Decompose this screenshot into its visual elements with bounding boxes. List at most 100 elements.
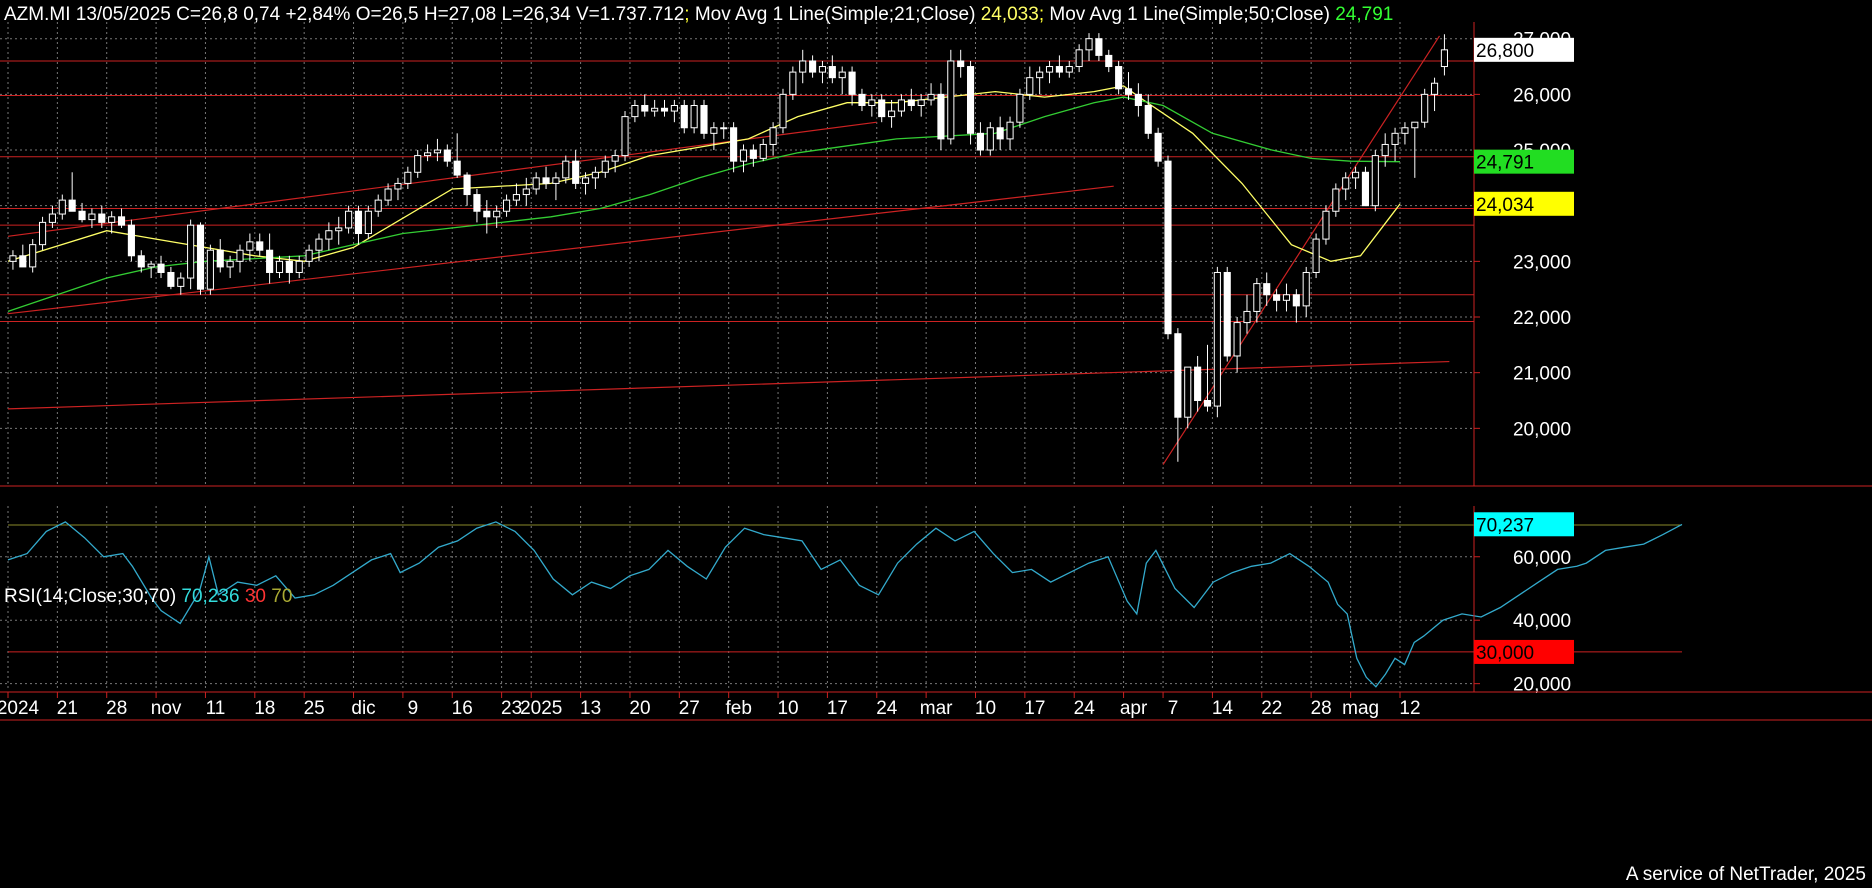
price-tick-label: 22,000 — [1513, 308, 1571, 329]
rsi-tick-label: 40,000 — [1513, 611, 1571, 632]
candle-up — [1342, 177, 1350, 190]
candle-up — [1065, 66, 1073, 73]
candle-up — [917, 99, 925, 106]
candle-up — [1332, 188, 1340, 212]
candle-up — [493, 210, 501, 218]
candle-up — [1381, 143, 1389, 157]
candle-up — [1016, 93, 1024, 123]
x-tick-label: 17 — [1024, 698, 1045, 719]
candle-up — [789, 71, 797, 95]
candle-up — [1322, 210, 1330, 240]
candle-up — [512, 194, 520, 201]
price-tick-label: 21,000 — [1513, 364, 1571, 385]
x-tick-label: feb — [725, 698, 751, 719]
candle-up — [305, 249, 313, 262]
price-badge-bg — [1474, 37, 1574, 62]
rsi-badge-label: 30,000 — [1476, 643, 1534, 664]
candle-down — [749, 149, 757, 159]
candle-up — [1026, 77, 1034, 95]
x-tick-label: 11 — [206, 698, 226, 719]
footer-credit: A service of NetTrader, 2025 — [1625, 864, 1866, 885]
x-tick-label: 2025 — [520, 698, 562, 719]
candle-down — [660, 107, 669, 112]
candle-down — [1154, 132, 1162, 162]
candle-down — [167, 271, 175, 287]
rsi-gridlines — [0, 506, 1474, 690]
candle-up — [779, 93, 787, 129]
candle-up — [947, 60, 955, 140]
candle-up — [187, 224, 195, 279]
x-tick-label: 18 — [254, 698, 275, 719]
candle-up — [1253, 283, 1261, 312]
candle-up — [690, 104, 698, 129]
x-tick-label: 7 — [1168, 698, 1179, 719]
quote-summary: AZM.MI 13/05/2025 C=26,8 0,74 +2,84% O=2… — [4, 4, 685, 25]
candle-up — [868, 99, 876, 106]
candle-down — [285, 260, 293, 273]
candle-up — [1075, 49, 1083, 68]
candle-up — [38, 221, 47, 246]
candle-down — [1144, 104, 1152, 134]
candle-up — [177, 277, 185, 287]
candle-up — [404, 171, 412, 184]
price-tick-label: 20,000 — [1513, 419, 1571, 440]
x-tick-label: 13 — [580, 698, 601, 719]
candle-down — [996, 127, 1004, 140]
value-badges: 26,800 24,791 24,034 70,237 30,000 — [1474, 37, 1574, 664]
candle-up — [1036, 71, 1044, 79]
rsi-tick-label: 60,000 — [1513, 548, 1571, 569]
rsi-line — [7, 521, 1683, 688]
trend-line — [7, 360, 1450, 410]
price-tick-label: 26,000 — [1513, 85, 1571, 106]
candle-up — [29, 244, 37, 268]
candle-down — [1134, 93, 1142, 106]
candle-up — [315, 238, 323, 251]
candle-up — [927, 93, 935, 101]
candle-down — [957, 60, 965, 68]
ma50-line — [7, 96, 1401, 313]
candle-down — [354, 210, 363, 235]
rsi-badge-bg — [1474, 639, 1574, 664]
price-badge-bg — [1474, 149, 1574, 174]
price-header: AZM.MI 13/05/2025 C=26,8 0,74 +2,84% O=2… — [4, 4, 1393, 26]
price-y-axis: 27,00026,00025,00024,00023,00022,00021,0… — [0, 22, 1872, 487]
x-tick-label: 20 — [629, 698, 650, 719]
candle-down — [117, 216, 126, 226]
candle-down — [473, 194, 481, 212]
candle-down — [828, 66, 836, 79]
candle-down — [196, 224, 205, 290]
candle-up — [1371, 155, 1379, 207]
candle-down — [463, 174, 471, 196]
rsi-badge-label: 70,237 — [1476, 515, 1534, 536]
candle-down — [483, 210, 491, 218]
price-badge-label: 24,791 — [1476, 153, 1534, 174]
candle-up — [1411, 121, 1419, 129]
candle-up — [414, 155, 422, 173]
candle-up — [1233, 322, 1241, 357]
candle-down — [1115, 66, 1123, 90]
candle-down — [266, 249, 274, 273]
candle-up — [1352, 171, 1360, 179]
x-tick-label: nov — [151, 698, 182, 719]
candle-up — [552, 177, 560, 184]
price-horizontal-lines — [0, 60, 1474, 322]
candle-down — [157, 263, 165, 273]
candle-down — [809, 60, 817, 73]
rsi-badge-bg — [1474, 512, 1574, 537]
candle-up — [502, 199, 511, 212]
candle-down — [1292, 294, 1300, 307]
price-badge-bg — [1474, 191, 1574, 216]
x-tick-label: 10 — [777, 698, 798, 719]
candle-up — [581, 177, 590, 184]
rsi-y-axis: 60,000 40,000 20,000 — [1473, 506, 1571, 696]
x-tick-label: 9 — [408, 698, 419, 719]
candle-up — [986, 127, 994, 151]
x-tick-label: apr — [1120, 698, 1148, 719]
x-tick-label: 10 — [975, 698, 996, 719]
candle-up — [522, 188, 530, 196]
candle-down — [878, 99, 886, 118]
candle-up — [1440, 49, 1448, 68]
candle-up — [374, 199, 382, 212]
